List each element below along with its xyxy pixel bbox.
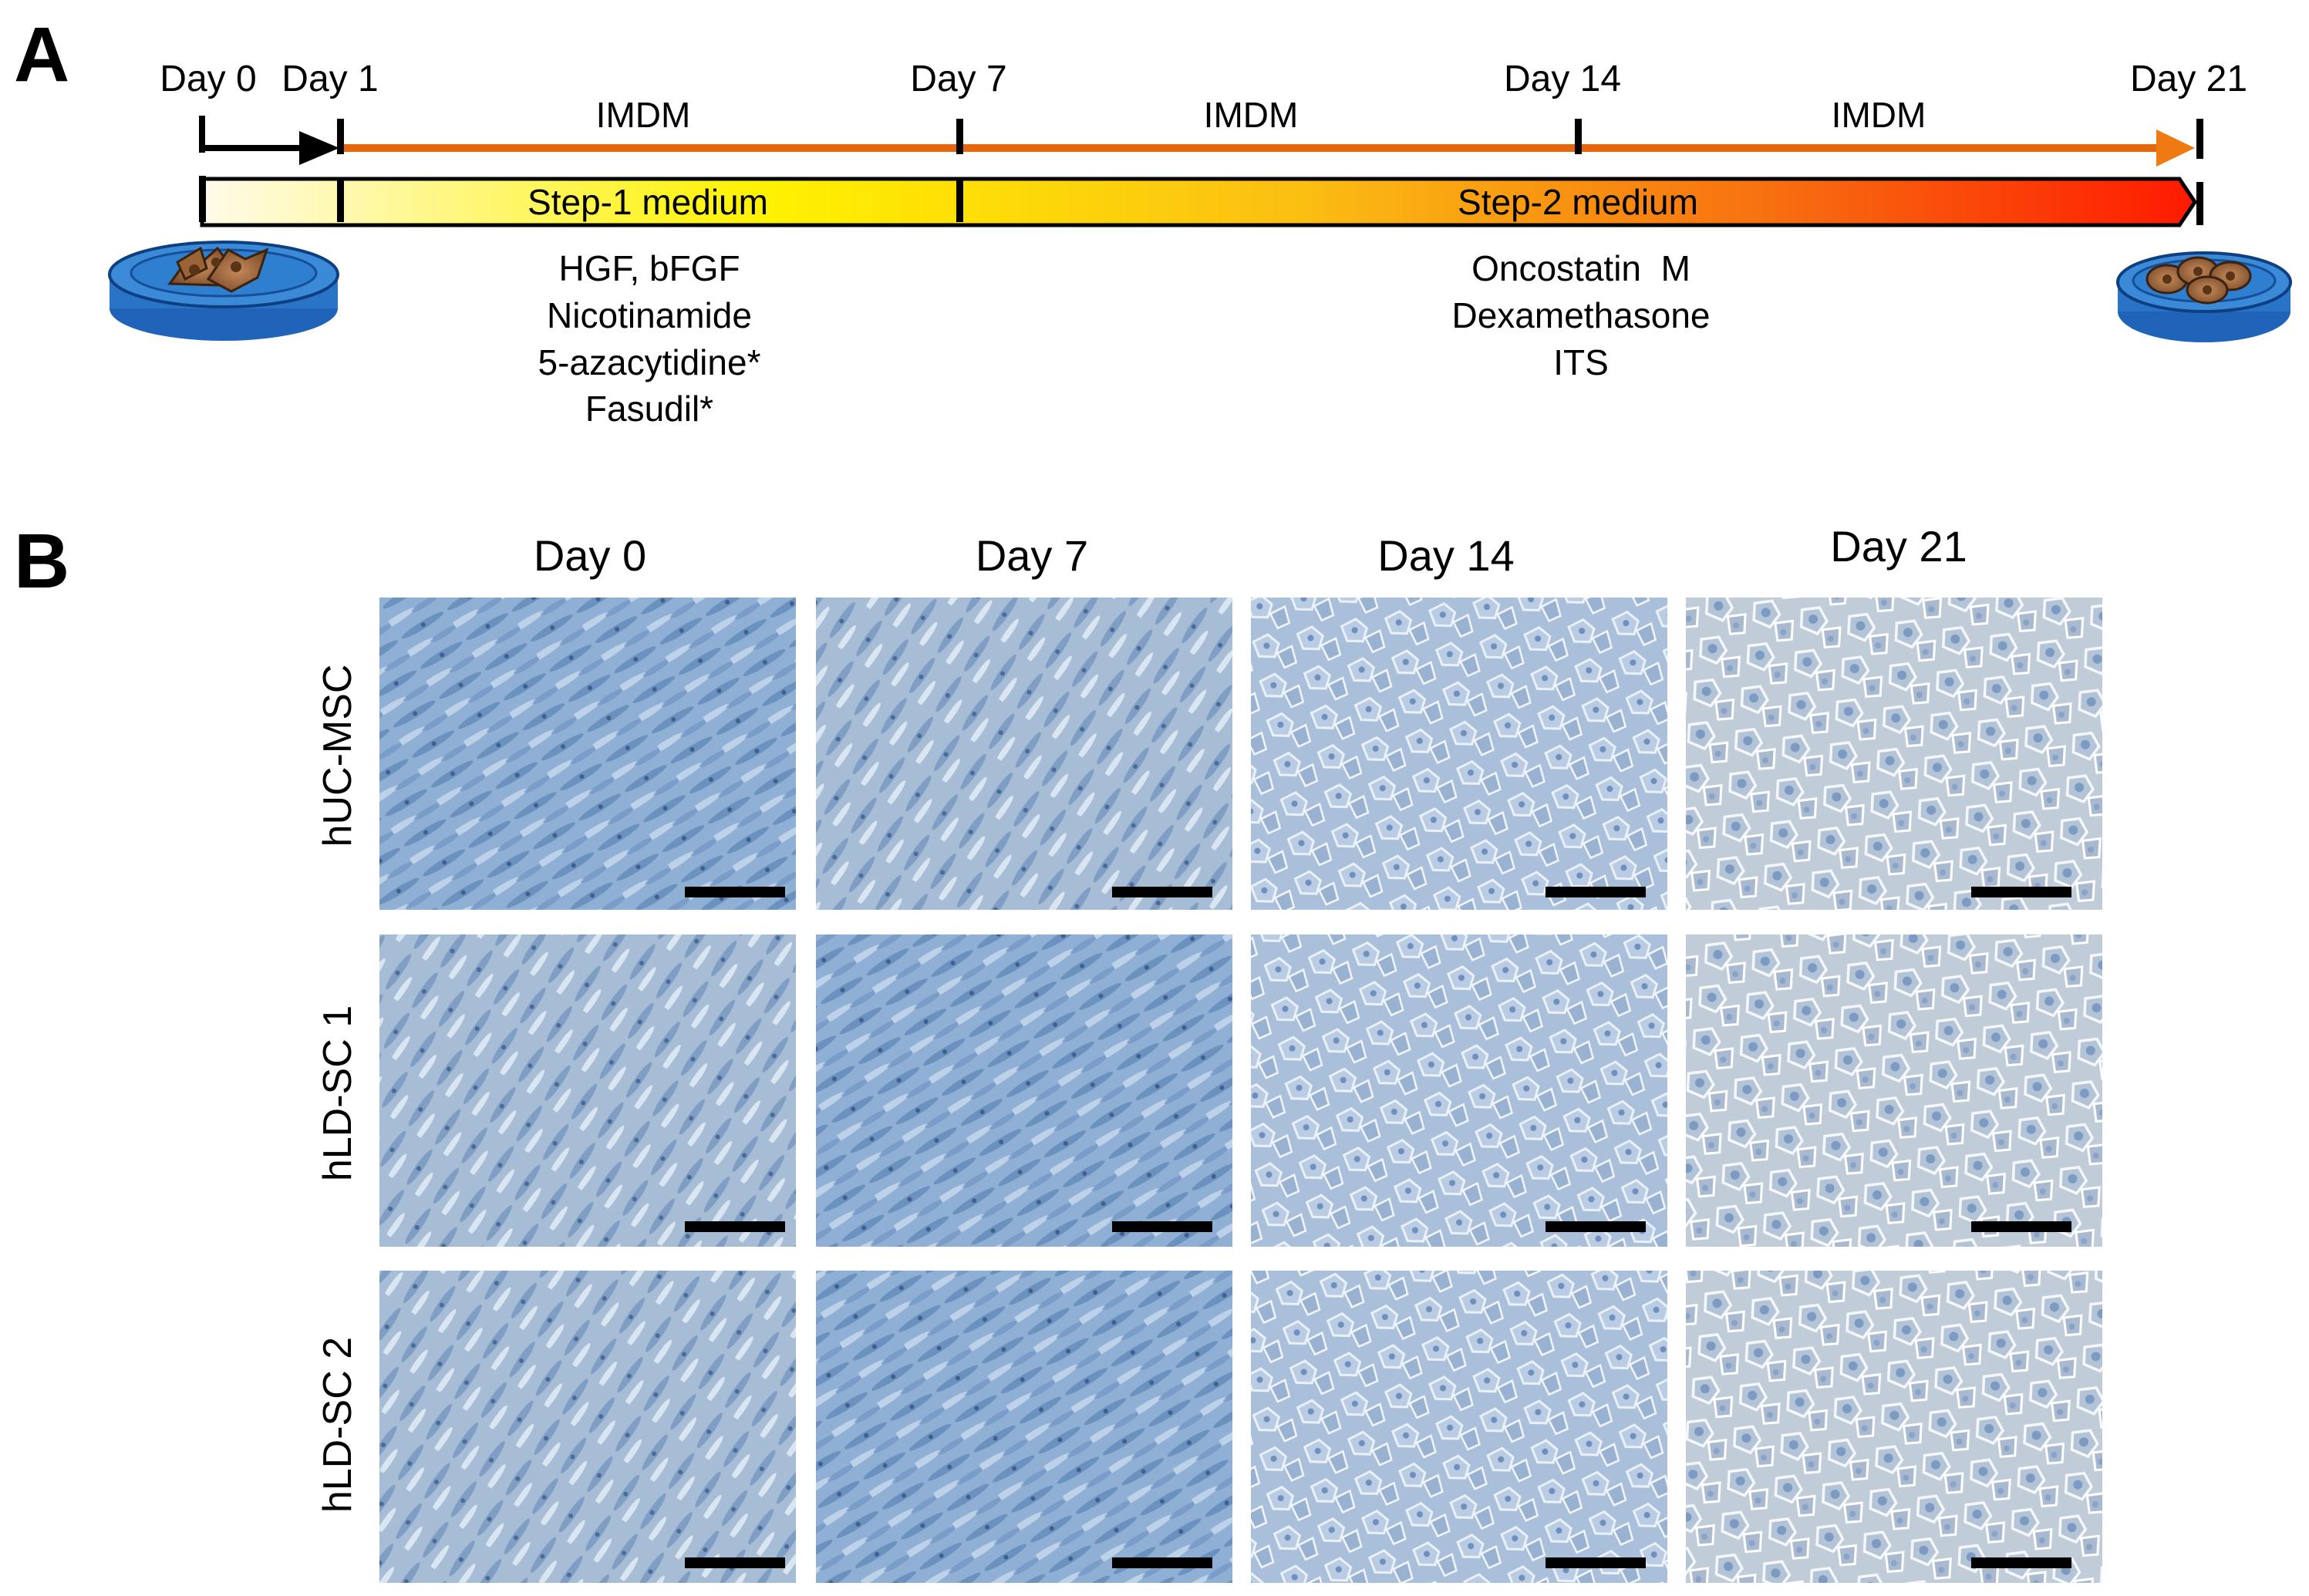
step1-agent-3: 5-azacytidine* <box>538 342 761 382</box>
step1-agent-4: Fasudil* <box>585 389 713 429</box>
step1-agents: HGF, bFGF Nicotinamide 5-azacytidine* Fa… <box>538 248 761 429</box>
tick-day1-bar <box>337 179 344 222</box>
scale-bar <box>685 887 785 897</box>
scale-bar <box>1546 887 1646 897</box>
day-1-label: Day 1 <box>281 59 378 99</box>
row-label-huc-msc: hUC-MSC <box>315 665 360 847</box>
micrograph-huc-msc-day-21 <box>1686 598 2102 910</box>
tick-day1-top <box>337 119 344 154</box>
panel-b-label: B <box>14 518 69 604</box>
day0-day1-arrow <box>199 116 339 165</box>
micrograph-hld-sc-2-day-0 <box>379 1271 796 1583</box>
step2-agent-3: ITS <box>1553 342 1609 382</box>
micrograph-hld-sc-2-day-14 <box>1251 1271 1667 1583</box>
scale-bar <box>1971 1221 2071 1232</box>
scale-bar <box>1112 887 1212 897</box>
column-header-day-14: Day 14 <box>1377 531 1514 580</box>
tick-day14-top <box>1575 119 1582 154</box>
micrograph-column-headers: Day 0 Day 7 Day 14 Day 21 <box>534 522 1967 580</box>
column-header-day-0: Day 0 <box>534 531 646 580</box>
timeline-day-labels: Day 0 Day 1 Day 7 Day 14 Day 21 <box>160 59 2247 99</box>
tick-day21-top <box>2196 119 2203 159</box>
scale-bar <box>1112 1557 1212 1568</box>
step1-agent-2: Nicotinamide <box>547 295 752 335</box>
scale-bar <box>685 1557 785 1568</box>
step2-agent-2: Dexamethasone <box>1452 295 1711 335</box>
micrograph-hld-sc-2-day-7 <box>816 1271 1232 1583</box>
micrograph-hld-sc-1-day-7 <box>816 934 1232 1247</box>
micrograph-grid <box>379 598 2102 1583</box>
imdm-labels: IMDM IMDM IMDM <box>596 95 1926 135</box>
step1-agent-1: HGF, bFGF <box>558 248 740 288</box>
day-0-label: Day 0 <box>160 59 256 99</box>
day-7-label: Day 7 <box>910 59 1006 99</box>
imdm-arrow <box>337 119 2203 167</box>
micrograph-hld-sc-1-day-14 <box>1251 934 1667 1247</box>
day-21-label: Day 21 <box>2130 59 2247 99</box>
micrograph-row-labels: hUC-MSC hLD-SC 1 hLD-SC 2 <box>315 665 360 1514</box>
imdm-label-1: IMDM <box>596 95 691 135</box>
scale-bar <box>1971 1557 2071 1568</box>
column-header-day-7: Day 7 <box>976 531 1088 580</box>
micrograph-huc-msc-day-0 <box>379 598 796 910</box>
row-label-hld-sc-2: hLD-SC 2 <box>315 1337 360 1513</box>
step2-agent-1: Oncostatin M <box>1471 248 1690 288</box>
scale-bar <box>1546 1221 1646 1232</box>
tick-day7-bar <box>956 179 963 222</box>
imdm-label-2: IMDM <box>1204 95 1299 135</box>
day-14-label: Day 14 <box>1504 59 1621 99</box>
scale-bar <box>685 1221 785 1232</box>
step2-medium-label: Step-2 medium <box>1458 182 1698 222</box>
scale-bar <box>1546 1557 1646 1568</box>
micrograph-hld-sc-2-day-21 <box>1686 1271 2102 1583</box>
micrograph-hld-sc-1-day-21 <box>1686 934 2102 1247</box>
petri-dish-hepatocyte-cells-icon <box>2116 251 2292 342</box>
imdm-label-3: IMDM <box>1832 95 1926 135</box>
tick-day7-top <box>956 119 963 154</box>
row-label-hld-sc-1: hLD-SC 1 <box>315 1005 360 1181</box>
scale-bar <box>1971 887 2071 897</box>
step2-agents: Oncostatin M Dexamethasone ITS <box>1452 248 1711 382</box>
petri-dish-spindle-cells-icon <box>108 241 339 341</box>
micrograph-huc-msc-day-7 <box>816 598 1232 910</box>
micrograph-hld-sc-1-day-0 <box>379 934 796 1247</box>
micrograph-huc-msc-day-14 <box>1251 598 1667 910</box>
panel-a-label: A <box>14 12 69 98</box>
scale-bar <box>1112 1221 1212 1232</box>
tick-day21-bar <box>2196 182 2203 225</box>
step1-medium-label: Step-1 medium <box>528 182 768 222</box>
column-header-day-21: Day 21 <box>1830 522 1967 571</box>
step-medium-bar: Step-1 medium Step-2 medium <box>199 176 2203 227</box>
